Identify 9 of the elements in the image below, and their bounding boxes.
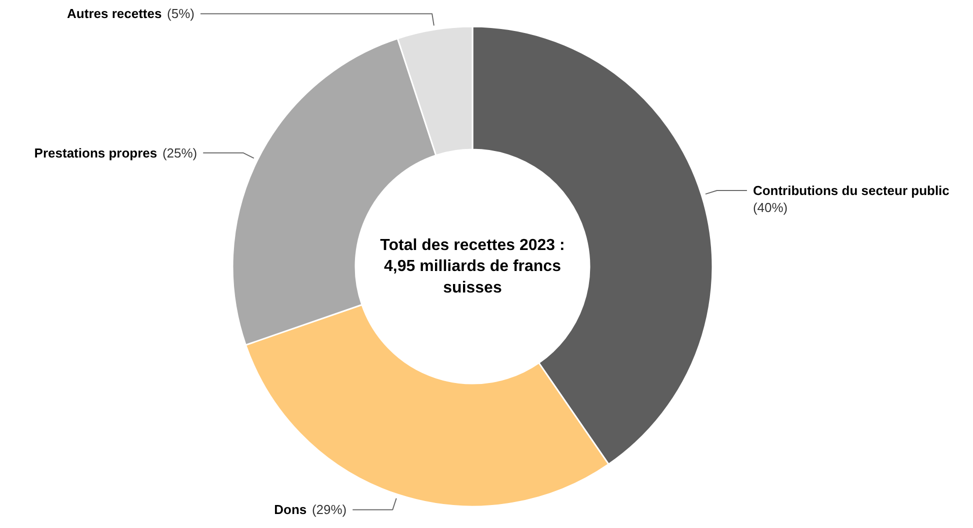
slice-label: Dons (274, 502, 307, 518)
slice-label: Autres recettes (67, 6, 162, 22)
data-label: (25%) (162, 145, 198, 160)
slice-label: Contributions du secteur public (752, 182, 950, 198)
data-label: (5%) (167, 6, 195, 22)
text: Total des recettes 2023 : 4,95 milliards de francs suisses (380, 236, 565, 296)
slice-label: Prestations propres (34, 145, 158, 160)
data-label: (40%) (752, 200, 788, 215)
data-label: (29%) (312, 502, 347, 518)
